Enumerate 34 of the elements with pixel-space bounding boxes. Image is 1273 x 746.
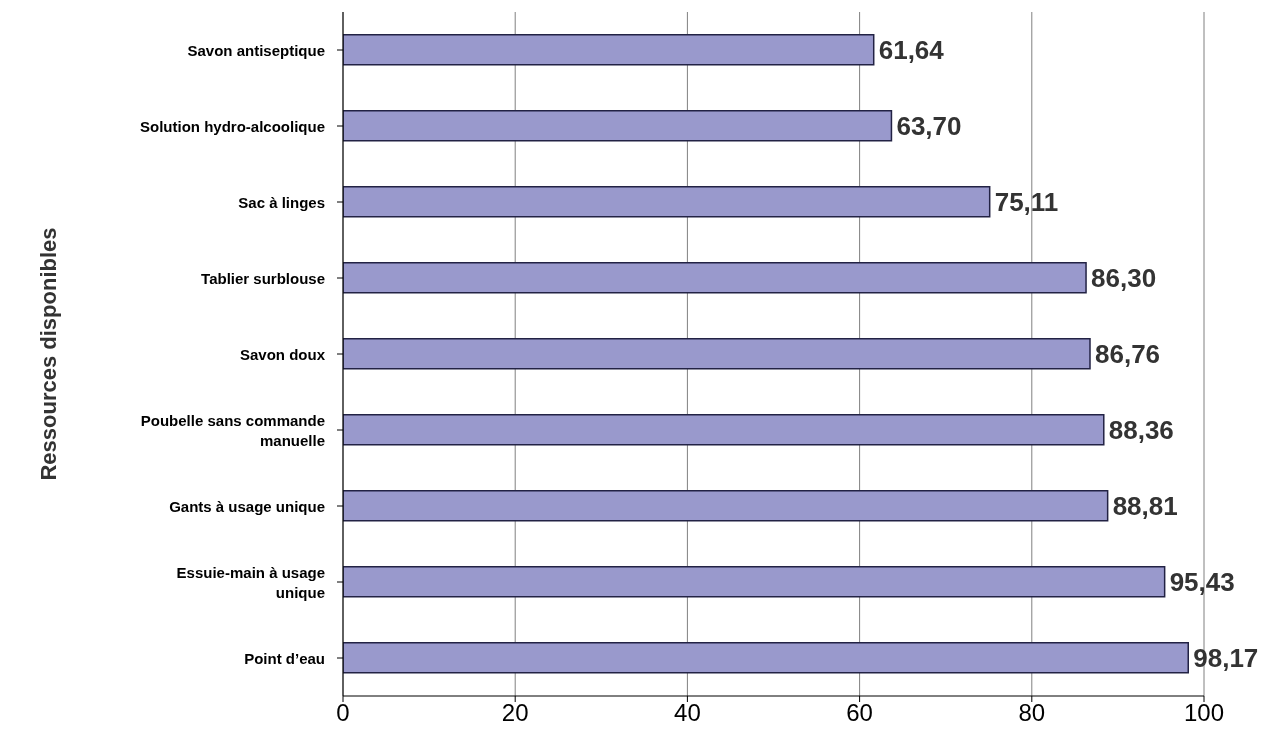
y-tick-label: Solution hydro-alcoolique <box>140 117 325 135</box>
y-tick-label: Poubelle sans commande manuelle <box>140 411 325 449</box>
y-tick-label: Essuie-main à usage unique <box>176 563 325 601</box>
bar <box>343 338 1091 370</box>
bar <box>343 566 1166 598</box>
data-label: 61,64 <box>878 35 945 66</box>
data-label: 63,70 <box>896 111 962 142</box>
data-label: 86,30 <box>1091 263 1157 294</box>
bar <box>343 186 991 218</box>
x-tick-label: 20 <box>501 699 529 727</box>
bar <box>343 490 1109 522</box>
x-tick-label: 40 <box>674 699 701 727</box>
data-label: 88,36 <box>1108 415 1174 446</box>
x-tick-label: 80 <box>1018 699 1046 727</box>
y-tick-label: Tablier surblouse <box>201 269 325 287</box>
bar <box>343 642 1189 674</box>
y-tick-label: Sac à linges <box>238 193 325 211</box>
x-tick-label: 60 <box>846 699 873 727</box>
bar <box>343 34 875 66</box>
y-tick-label: Savon antiseptique <box>187 41 325 59</box>
y-axis-title: Ressources disponibles <box>35 227 61 481</box>
data-label: 98,17 <box>1193 643 1259 674</box>
data-label: 95,43 <box>1169 567 1235 598</box>
data-label: 86,76 <box>1095 339 1161 370</box>
y-tick-label: Gants à usage unique <box>169 497 325 515</box>
x-tick-label: 100 <box>1183 699 1225 727</box>
bar <box>343 262 1087 294</box>
bar <box>343 110 893 142</box>
data-label: 75,11 <box>994 187 1059 218</box>
y-tick-label: Savon doux <box>239 345 326 363</box>
y-tick-label: Point d’eau <box>244 649 325 667</box>
x-tick-label: 0 <box>336 699 350 727</box>
bar <box>343 414 1105 446</box>
data-label: 88,81 <box>1112 491 1178 522</box>
